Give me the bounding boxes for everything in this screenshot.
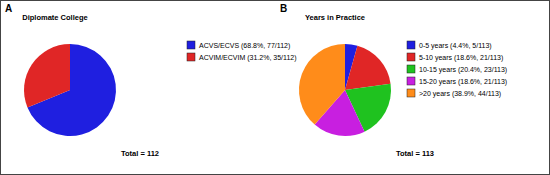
chart-title: Diplomate College: [22, 13, 87, 22]
panel-label: A: [5, 3, 12, 14]
panel: A Diplomate College ACVS/ECVS (68.8%, 77/1…: [5, 3, 297, 158]
figure: A Diplomate College ACVS/ECVS (68.8%, 77/1…: [0, 0, 550, 175]
legend-item: 15-20 years (18.6%, 21/113): [407, 77, 507, 86]
pie-slice: [345, 46, 391, 90]
pie: [299, 44, 391, 136]
legend-label: 10-15 years (20.4%, 23/113): [419, 66, 507, 74]
legend-swatch: [187, 53, 195, 61]
legend-item: ACVS/ECVS (68.8%, 77/112): [187, 41, 290, 50]
legend-swatch: [407, 89, 415, 97]
annotation: Total = 113: [396, 149, 434, 158]
annotation: Total = 112: [121, 149, 159, 158]
legend-item: ACVIM/ECVIM (31.2%, 35/112): [187, 53, 297, 62]
legend-item: >20 years (38.9%, 44/113): [407, 89, 501, 98]
pie-slice: [24, 44, 70, 107]
chart-title: Years in Practice: [305, 13, 365, 22]
legend-label: >20 years (38.9%, 44/113): [419, 90, 501, 98]
legend-swatch: [407, 65, 415, 73]
legend-label: 5-10 years (18.6%, 21/113): [419, 54, 503, 62]
legend-swatch: [407, 77, 415, 85]
legend-label: 15-20 years (18.6%, 21/113): [419, 78, 507, 86]
legend-item: 0-5 years (4.4%, 5/113): [407, 41, 492, 50]
legend-label: 0-5 years (4.4%, 5/113): [419, 42, 492, 50]
figure-frame: [1, 1, 550, 175]
legend-swatch: [407, 41, 415, 49]
legend-swatch: [187, 41, 195, 49]
panel: B Years in Practice 0-5 years (4.4%, 5/113…: [280, 3, 507, 158]
pie-slice: [299, 44, 345, 125]
legend-label: ACVIM/ECVIM (31.2%, 35/112): [199, 54, 297, 62]
legend-item: 5-10 years (18.6%, 21/113): [407, 53, 503, 62]
legend: ACVS/ECVS (68.8%, 77/112) ACVIM/ECVIM (31…: [187, 41, 297, 62]
legend-label: ACVS/ECVS (68.8%, 77/112): [199, 42, 290, 50]
pie: [24, 44, 116, 136]
legend-swatch: [407, 53, 415, 61]
legend-item: 10-15 years (20.4%, 23/113): [407, 65, 507, 74]
legend: 0-5 years (4.4%, 5/113) 5-10 years (18.6%…: [407, 41, 507, 98]
panel-label: B: [280, 3, 287, 14]
